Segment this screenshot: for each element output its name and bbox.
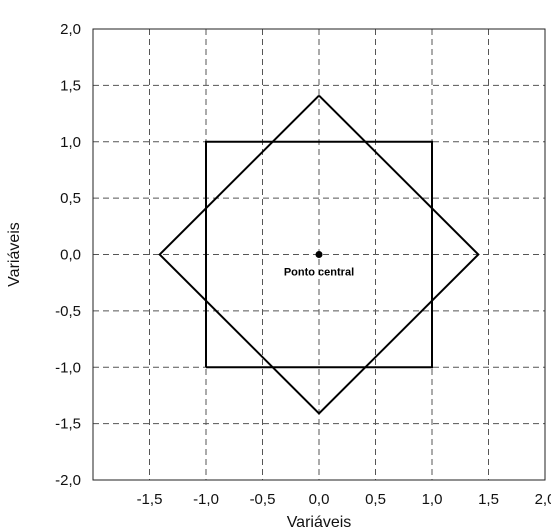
square-series [205, 140, 433, 369]
y-tick-label: -0,5 [55, 303, 81, 320]
x-tick-label: -1,0 [193, 491, 219, 508]
x-tick-label: 2,0 [535, 491, 551, 508]
y-axis-label: Variáveis [6, 222, 23, 287]
x-tick-label: -1,5 [137, 491, 163, 508]
plot-frame [92, 28, 546, 481]
x-tick-label: 0,0 [309, 491, 330, 508]
y-tick-label: -1,5 [55, 416, 81, 433]
x-axis-label: Variáveis [287, 514, 352, 530]
x-tick-label: 0,5 [365, 491, 386, 508]
x-tick-label: 1,0 [422, 491, 443, 508]
y-tick-label: 1,5 [60, 77, 81, 94]
ticks: -1,5 -1,0 -0,5 0,0 0,5 1,0 1,5 2,0 2,0 1,5 1,0 0,5 0… [55, 21, 551, 508]
y-tick-label: 0,5 [60, 190, 81, 207]
shapes [158, 94, 480, 415]
y-tick-label: 0,0 [60, 247, 81, 264]
center-point [315, 251, 323, 258]
y-tick-label: 2,0 [60, 21, 81, 38]
diamond-series [158, 94, 480, 415]
center-point-label: Ponto central [284, 267, 354, 279]
y-tick-label: -2,0 [55, 472, 81, 489]
x-tick-label: -0,5 [250, 491, 276, 508]
y-tick-label: 1,0 [60, 134, 81, 151]
y-tick-label: -1,0 [55, 359, 81, 376]
x-tick-label: 1,5 [478, 491, 499, 508]
